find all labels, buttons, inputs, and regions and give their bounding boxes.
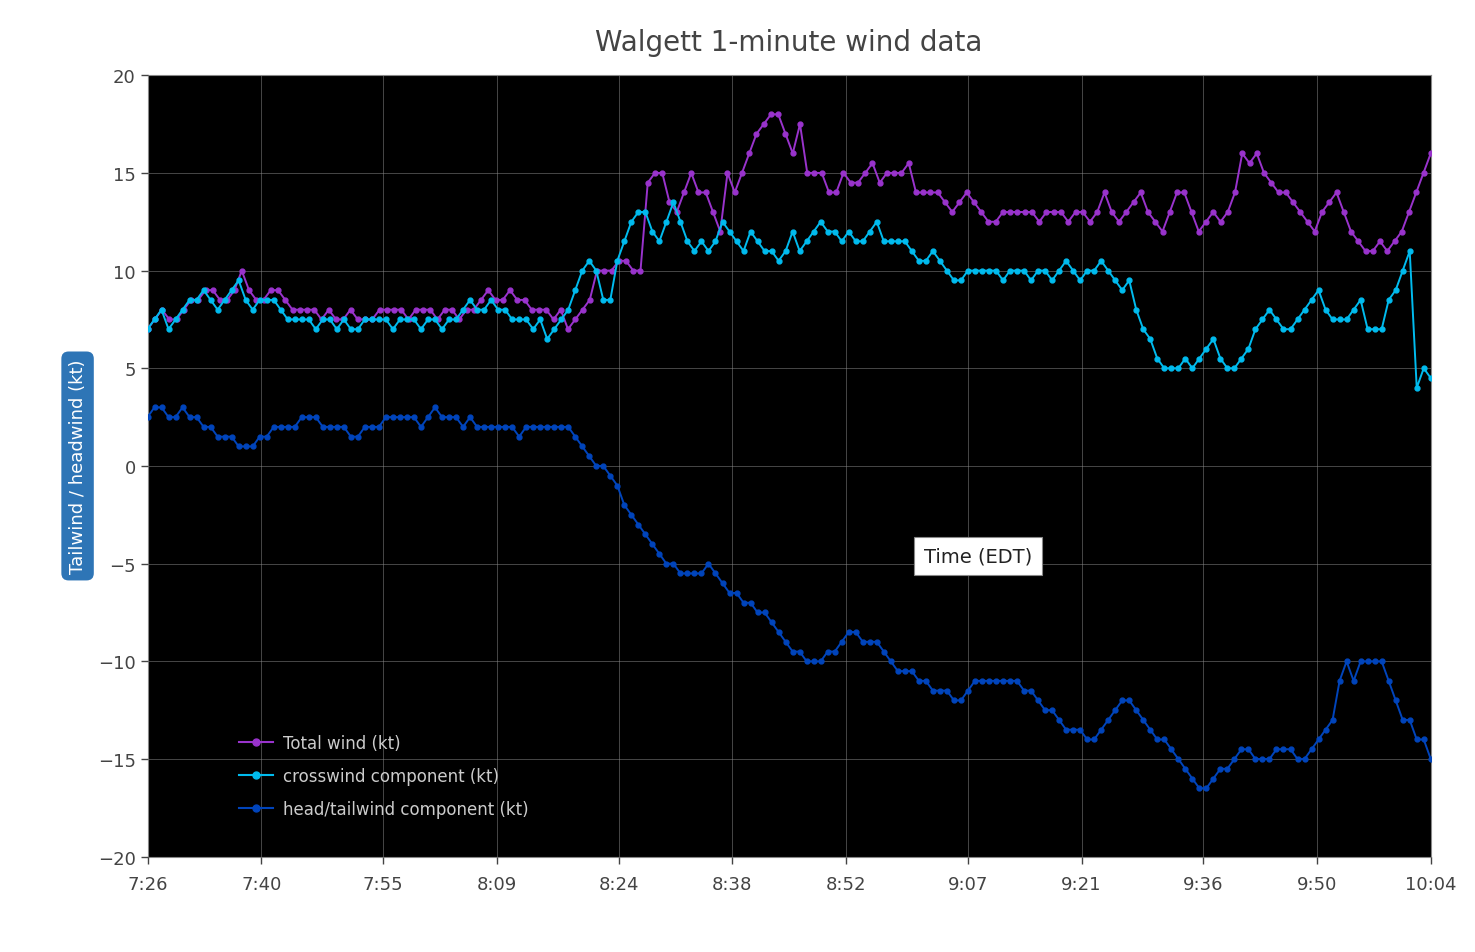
Legend: Total wind (kt), crosswind component (kt), head/tailwind component (kt): Total wind (kt), crosswind component (kt… xyxy=(233,728,535,825)
Y-axis label: Tailwind / headwind (kt): Tailwind / headwind (kt) xyxy=(68,359,87,574)
Text: Time (EDT): Time (EDT) xyxy=(923,546,1032,565)
Title: Walgett 1-minute wind data: Walgett 1-minute wind data xyxy=(596,30,982,57)
